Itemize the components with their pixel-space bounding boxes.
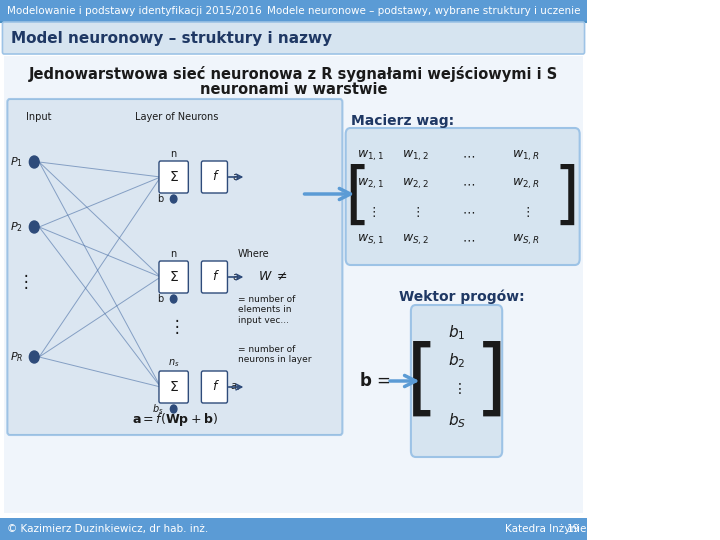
Text: b: b: [158, 294, 164, 304]
FancyBboxPatch shape: [7, 99, 343, 435]
Text: a: a: [233, 272, 238, 282]
FancyBboxPatch shape: [159, 371, 189, 403]
Text: ]: ]: [554, 164, 580, 230]
Text: Jednowarstwowa sieć neuronowa z R sygnałami wejściowymi i S: Jednowarstwowa sieć neuronowa z R sygnał…: [29, 66, 558, 82]
Text: neuronami w warstwie: neuronami w warstwie: [199, 83, 387, 98]
Text: $P_R$: $P_R$: [9, 350, 23, 364]
Text: f: f: [212, 271, 217, 284]
Circle shape: [30, 351, 39, 363]
Text: $\Sigma$: $\Sigma$: [168, 270, 179, 284]
FancyBboxPatch shape: [202, 371, 228, 403]
FancyBboxPatch shape: [159, 161, 189, 193]
Text: $\cdots$: $\cdots$: [462, 206, 475, 219]
FancyBboxPatch shape: [202, 161, 228, 193]
Circle shape: [30, 156, 39, 168]
Text: $w_{S,R}$: $w_{S,R}$: [512, 233, 539, 247]
Text: $w_{2,2}$: $w_{2,2}$: [402, 177, 429, 191]
Text: Where: Where: [238, 249, 270, 259]
Text: $a_s$: $a_s$: [230, 381, 241, 393]
Text: Katedra Inżynierii Systemów Sterowania: Katedra Inżynierii Systemów Sterowania: [505, 524, 716, 534]
Text: Input: Input: [26, 112, 51, 122]
Text: ]: ]: [474, 341, 507, 422]
Text: n: n: [171, 249, 177, 259]
Text: b: b: [158, 194, 164, 204]
Text: $\cdots$: $\cdots$: [462, 150, 475, 163]
Text: f: f: [212, 381, 217, 394]
FancyBboxPatch shape: [202, 261, 228, 293]
Text: $b_s$: $b_s$: [153, 402, 164, 416]
Text: n: n: [171, 149, 177, 159]
FancyBboxPatch shape: [2, 22, 585, 54]
Text: $\vdots$: $\vdots$: [411, 205, 420, 219]
Circle shape: [30, 221, 39, 233]
Text: © Kazimierz Duzinkiewicz, dr hab. inż.: © Kazimierz Duzinkiewicz, dr hab. inż.: [6, 524, 208, 534]
Text: $b_S$: $b_S$: [448, 411, 466, 430]
FancyBboxPatch shape: [159, 261, 189, 293]
Text: $\cdots$: $\cdots$: [462, 178, 475, 191]
Circle shape: [171, 295, 177, 303]
FancyBboxPatch shape: [4, 56, 583, 513]
Circle shape: [171, 195, 177, 203]
Text: = number of
elements in
input vec...: = number of elements in input vec...: [238, 295, 295, 325]
Text: [: [: [406, 341, 438, 422]
Text: [: [: [344, 164, 370, 230]
Text: 19: 19: [567, 524, 580, 534]
Text: ⋮: ⋮: [168, 318, 185, 336]
Text: $b_2$: $b_2$: [448, 352, 465, 370]
Text: $\vdots$: $\vdots$: [451, 381, 462, 396]
Text: $\mathbf{a} = f(\mathbf{W}\mathbf{p} + \mathbf{b})$: $\mathbf{a} = f(\mathbf{W}\mathbf{p} + \…: [132, 411, 218, 429]
Text: $w_{1,2}$: $w_{1,2}$: [402, 149, 429, 163]
Circle shape: [171, 405, 177, 413]
Text: $W$ $\neq$: $W$ $\neq$: [258, 271, 288, 284]
Text: $P_2$: $P_2$: [10, 220, 23, 234]
Text: Macierz wag:: Macierz wag:: [351, 114, 454, 128]
Text: $w_{S,2}$: $w_{S,2}$: [402, 233, 429, 247]
Text: ⋮: ⋮: [18, 273, 35, 291]
Text: Layer of Neurons: Layer of Neurons: [135, 112, 219, 122]
Text: $w_{2,1}$: $w_{2,1}$: [357, 177, 384, 191]
Text: $\cdots$: $\cdots$: [462, 233, 475, 246]
FancyBboxPatch shape: [0, 0, 587, 22]
Text: Modele neuronowe – podstawy, wybrane struktury i uczenie: Modele neuronowe – podstawy, wybrane str…: [267, 6, 580, 16]
Text: a: a: [233, 172, 238, 182]
Text: $w_{1,R}$: $w_{1,R}$: [512, 149, 539, 163]
Text: $\vdots$: $\vdots$: [521, 205, 531, 219]
Text: $n_s$: $n_s$: [168, 357, 179, 369]
Text: Modelowanie i podstawy identyfikacji 2015/2016: Modelowanie i podstawy identyfikacji 201…: [6, 6, 261, 16]
Text: $\Sigma$: $\Sigma$: [168, 170, 179, 184]
Text: $b_1$: $b_1$: [448, 323, 465, 342]
Text: $P_1$: $P_1$: [10, 155, 23, 169]
Text: $\vdots$: $\vdots$: [366, 205, 375, 219]
Text: Model neuronowy – struktury i nazwy: Model neuronowy – struktury i nazwy: [12, 30, 333, 45]
Text: f: f: [212, 171, 217, 184]
FancyBboxPatch shape: [346, 128, 580, 265]
Text: = number of
neurons in layer: = number of neurons in layer: [238, 345, 312, 364]
Text: $\Sigma$: $\Sigma$: [168, 380, 179, 394]
Text: $\mathbf{b}$ =: $\mathbf{b}$ =: [359, 372, 390, 390]
FancyBboxPatch shape: [411, 305, 503, 457]
Text: Wektor progów:: Wektor progów:: [400, 289, 525, 303]
Text: $w_{2,R}$: $w_{2,R}$: [512, 177, 539, 191]
FancyBboxPatch shape: [0, 518, 587, 540]
Text: $w_{1,1}$: $w_{1,1}$: [357, 149, 384, 163]
Text: $w_{S,1}$: $w_{S,1}$: [357, 233, 384, 247]
